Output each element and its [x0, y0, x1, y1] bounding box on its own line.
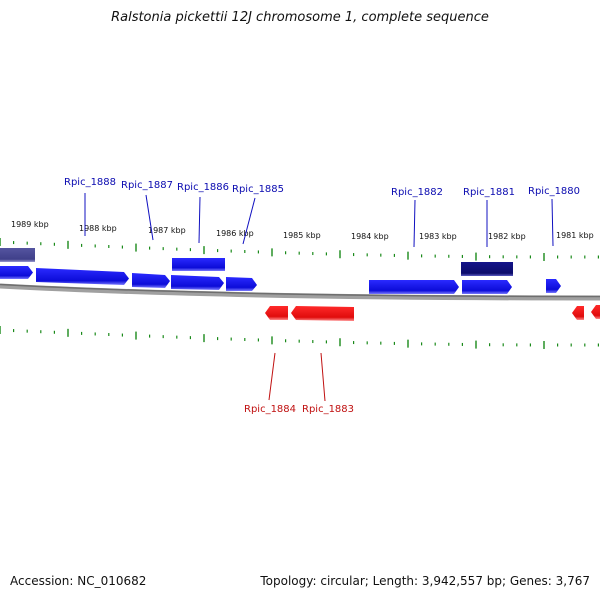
leader-line [268, 352, 276, 401]
accession-text: Accession: NC_010682 [10, 574, 147, 588]
genome-summary-text: Topology: circular; Length: 3,942,557 bp… [260, 574, 590, 588]
gene-label-rpic-1880[interactable]: Rpic_1880 [528, 186, 580, 197]
forward-gene-arrow[interactable] [546, 279, 561, 293]
forward-gene-arrow[interactable] [369, 280, 459, 294]
scale-label: 1987 kbp [148, 226, 186, 235]
gene-label-rpic-1881[interactable]: Rpic_1881 [463, 187, 515, 198]
gene-label-rpic-1885[interactable]: Rpic_1885 [232, 184, 284, 195]
scale-label: 1982 kbp [488, 232, 526, 241]
reverse-gene-arrow[interactable] [291, 306, 354, 321]
forward-gene-arrow[interactable] [36, 268, 129, 285]
gene-label-rpic-1883[interactable]: Rpic_1883 [302, 404, 354, 415]
leader-line [551, 198, 554, 247]
forward-gene-arrow[interactable] [171, 275, 224, 290]
map-title: Ralstonia pickettii 12J chromosome 1, co… [111, 10, 489, 25]
leader-line [320, 352, 326, 402]
scale-label: 1985 kbp [283, 231, 321, 240]
scale-label: 1989 kbp [11, 220, 49, 229]
leader-line [242, 197, 256, 245]
forward-gene-arrow[interactable] [462, 280, 512, 294]
leader-line [145, 194, 154, 241]
gene-label-rpic-1887[interactable]: Rpic_1887 [121, 180, 173, 191]
forward-gene-arrow[interactable] [0, 248, 35, 262]
scale-labels: 1989 kbp 1988 kbp 1987 kbp 1986 kbp 1985… [11, 220, 594, 241]
gene-label-rpic-1884[interactable]: Rpic_1884 [244, 404, 296, 415]
scale-ticks-bottom [0, 326, 600, 349]
scale-label: 1983 kbp [419, 232, 457, 241]
reverse-genes [265, 305, 600, 321]
reverse-gene-arrow[interactable] [591, 305, 600, 319]
chromosome-backbone-highlight [0, 283, 600, 298]
scale-label: 1984 kbp [351, 232, 389, 241]
leader-line [198, 196, 201, 244]
forward-genes-outer [0, 248, 513, 276]
scale-label: 1981 kbp [556, 231, 594, 240]
forward-gene-arrow[interactable] [172, 258, 225, 271]
gene-label-rpic-1886[interactable]: Rpic_1886 [177, 182, 229, 193]
leader-line [413, 199, 416, 248]
gene-leader-lines [84, 193, 554, 402]
gene-label-rpic-1888[interactable]: Rpic_1888 [64, 177, 116, 188]
forward-gene-arrow-highlighted[interactable] [461, 262, 513, 276]
gene-label-rpic-1882[interactable]: Rpic_1882 [391, 187, 443, 198]
scale-label: 1988 kbp [79, 224, 117, 233]
forward-genes-inner [0, 266, 561, 294]
forward-gene-arrow[interactable] [132, 273, 170, 288]
reverse-gene-arrow[interactable] [572, 306, 584, 320]
scale-ticks-top [0, 238, 600, 261]
forward-gene-arrow[interactable] [226, 277, 257, 291]
reverse-gene-arrow[interactable] [265, 306, 288, 320]
gene-labels: Rpic_1888 Rpic_1887 Rpic_1886 Rpic_1885 … [64, 177, 580, 415]
forward-gene-arrow[interactable] [0, 266, 33, 279]
scale-label: 1986 kbp [216, 229, 254, 238]
chromosome-backbone [0, 283, 600, 301]
